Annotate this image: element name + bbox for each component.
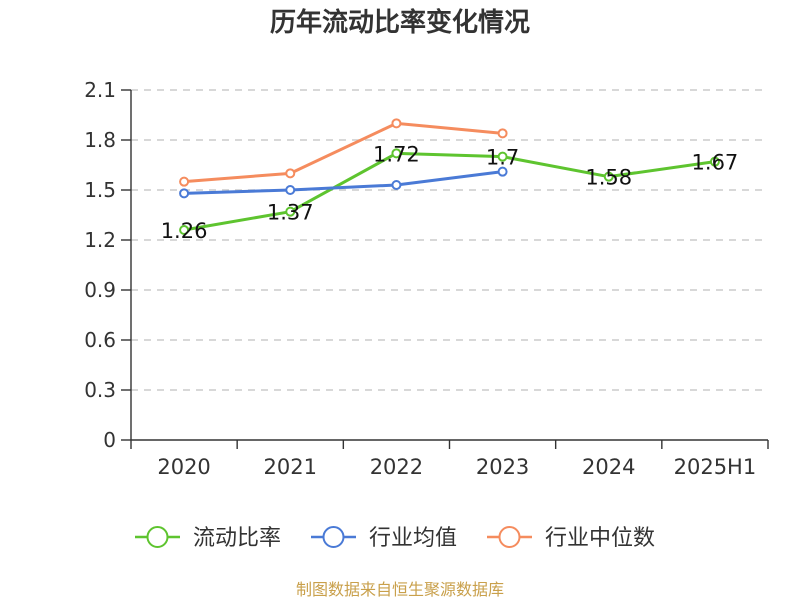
- data-label: 1.58: [585, 166, 632, 190]
- series-line: [183, 151, 716, 232]
- data-point: [179, 225, 190, 235]
- legend-label: 行业均值: [369, 526, 457, 551]
- y-tick-label: 0.6: [84, 328, 116, 352]
- y-tick-label: 0: [103, 428, 116, 452]
- x-tick-label: 2020: [157, 455, 210, 479]
- data-point: [603, 171, 614, 182]
- legend: 流动比率 行业均值 行业中位数: [135, 526, 655, 551]
- data-label: 1.67: [692, 151, 739, 175]
- series-layer: [179, 118, 720, 235]
- data-point: [497, 128, 508, 139]
- data-point: [391, 180, 402, 190]
- data-point: [391, 118, 402, 129]
- legend-item[interactable]: 流动比率: [135, 526, 281, 551]
- y-tick-label: 2.1: [84, 78, 116, 102]
- data-point: [179, 188, 190, 199]
- data-label: 1.72: [373, 142, 420, 166]
- data-point: [709, 156, 720, 167]
- x-tick-label: 2023: [476, 455, 529, 479]
- data-point: [285, 185, 296, 195]
- legend-item[interactable]: 行业均值: [311, 526, 457, 551]
- data-label: 1.37: [267, 201, 314, 225]
- legend-marker-icon: [146, 526, 169, 548]
- series-line: [183, 121, 503, 184]
- x-tick-label: 2021: [264, 455, 317, 479]
- data-label: 1.7: [486, 146, 519, 170]
- legend-label: 行业中位数: [545, 526, 655, 551]
- legend-item[interactable]: 行业中位数: [487, 526, 655, 551]
- data-point: [285, 168, 296, 179]
- axes: 0 0.3 0.6 0.9 1.2 1.5 1.8 2.1 2020 2021 2022 2023 20…: [84, 78, 769, 479]
- gridlines: [131, 89, 768, 391]
- data-point: [179, 176, 190, 187]
- y-tick-label: 1.5: [84, 178, 116, 202]
- legend-label: 流动比率: [193, 526, 281, 551]
- legend-marker-icon: [498, 526, 521, 548]
- data-point: [391, 148, 402, 159]
- data-point: [497, 151, 508, 162]
- data-labels: 1.26 1.37 1.72 1.7 1.58 1.67: [161, 142, 739, 243]
- y-tick-label: 1.8: [84, 128, 116, 152]
- x-tick-label: 2025H1: [674, 455, 757, 479]
- x-tick-label: 2022: [370, 455, 423, 479]
- y-tick-label: 0.9: [84, 278, 116, 302]
- data-label: 1.26: [161, 219, 208, 243]
- series-line: [184, 170, 503, 195]
- x-tick-label: 2024: [582, 455, 635, 479]
- y-tick-label: 1.2: [84, 228, 116, 252]
- legend-marker-icon: [322, 526, 345, 548]
- data-point: [497, 166, 508, 177]
- data-point: [285, 206, 296, 217]
- source-note: 制图数据来自恒生聚源数据库: [296, 580, 504, 599]
- chart-title: 历年流动比率变化情况: [270, 7, 530, 38]
- y-tick-label: 0.3: [84, 378, 116, 402]
